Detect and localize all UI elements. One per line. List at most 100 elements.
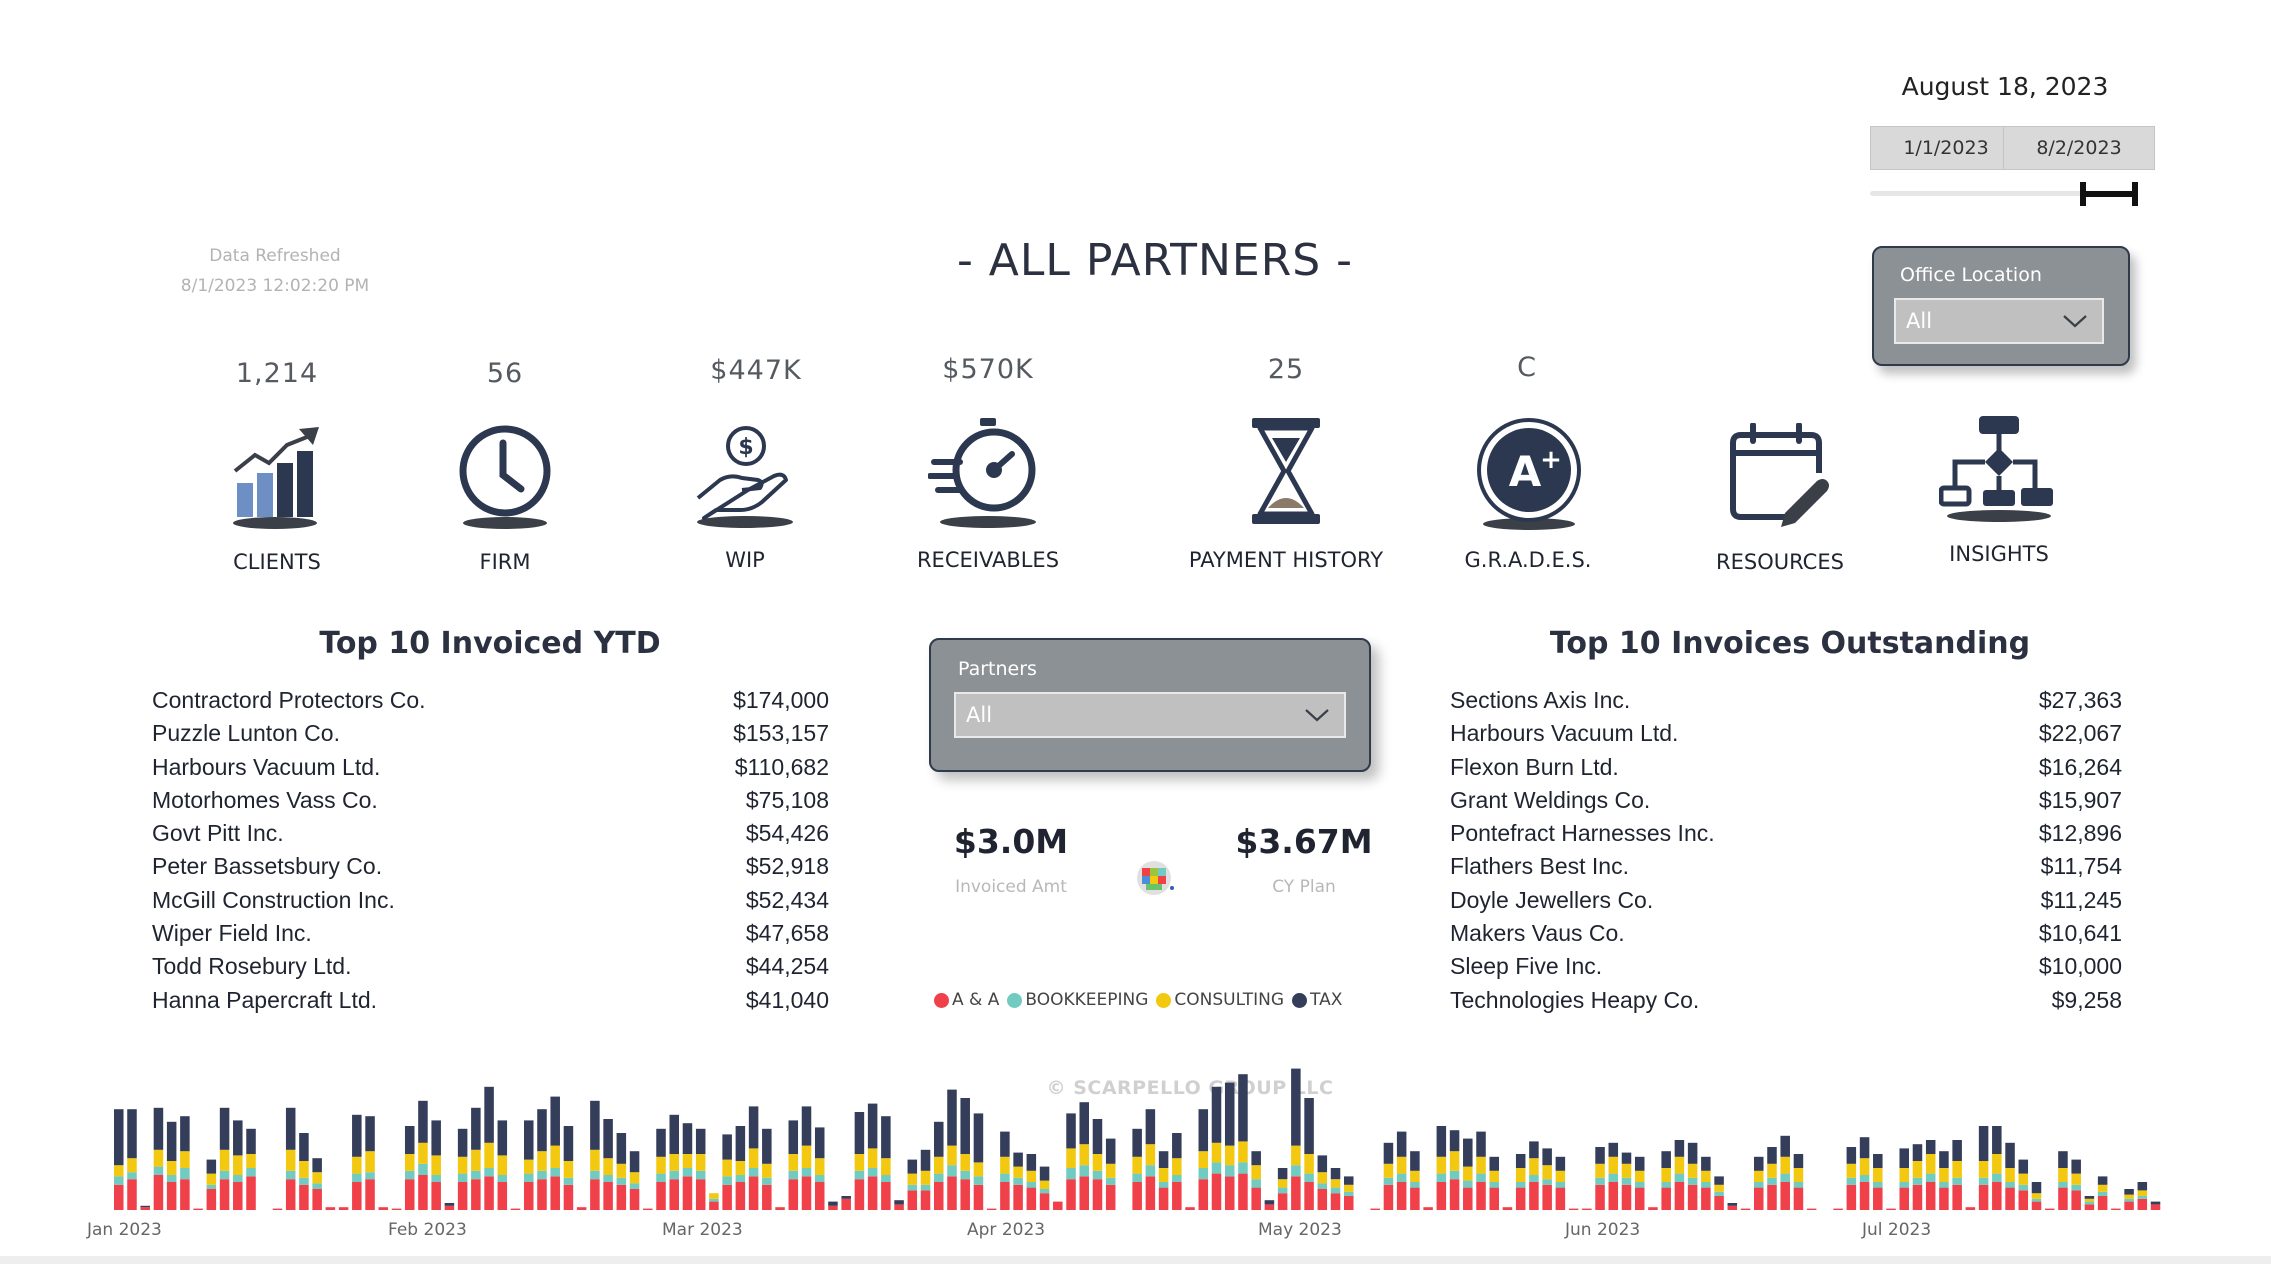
bar-segment[interactable] (1000, 1182, 1010, 1210)
bar-segment[interactable] (1211, 1086, 1222, 1143)
bar-segment[interactable] (1515, 1187, 1526, 1210)
nav-clients[interactable]: CLIENTS (162, 420, 392, 574)
bar-segment[interactable] (2084, 1196, 2095, 1199)
bar-segment[interactable] (1053, 1201, 1063, 1210)
bar-segment[interactable] (1899, 1182, 1909, 1188)
bar-segment[interactable] (1661, 1151, 1671, 1168)
bar-segment[interactable] (1383, 1177, 1394, 1185)
bar-segment[interactable] (1396, 1131, 1407, 1157)
bar-segment[interactable] (2005, 1142, 2015, 1168)
bar-segment[interactable] (1277, 1187, 1288, 1194)
bar-segment[interactable] (1410, 1182, 1420, 1188)
bar-segment[interactable] (1330, 1193, 1341, 1210)
bar-segment[interactable] (127, 1158, 137, 1173)
bar-segment[interactable] (153, 1175, 164, 1210)
bar-segment[interactable] (2058, 1182, 2068, 1188)
bar-segment[interactable] (1687, 1163, 1698, 1178)
bar-segment[interactable] (590, 1149, 600, 1171)
bar-segment[interactable] (299, 1133, 309, 1161)
bar-segment[interactable] (762, 1177, 772, 1185)
bar-segment[interactable] (934, 1156, 944, 1174)
bar-segment[interactable] (1330, 1179, 1341, 1188)
bar-segment[interactable] (497, 1182, 508, 1210)
bar-segment[interactable] (233, 1182, 243, 1210)
bar-segment[interactable] (1806, 1208, 1817, 1210)
bar-segment[interactable] (1396, 1173, 1407, 1182)
bar-segment[interactable] (418, 1175, 428, 1210)
bar-segment[interactable] (1661, 1187, 1671, 1210)
bar-segment[interactable] (114, 1165, 124, 1177)
bar-segment[interactable] (735, 1161, 746, 1175)
bar-segment[interactable] (788, 1179, 799, 1210)
bar-segment[interactable] (735, 1182, 746, 1210)
bar-segment[interactable] (2018, 1159, 2029, 1174)
bar-segment[interactable] (722, 1176, 732, 1185)
bar-segment[interactable] (709, 1201, 719, 1210)
bar-segment[interactable] (166, 1182, 177, 1210)
bar-segment[interactable] (1780, 1173, 1790, 1182)
bar-segment[interactable] (669, 1154, 679, 1171)
bar-segment[interactable] (1661, 1182, 1671, 1188)
bar-segment[interactable] (537, 1151, 547, 1171)
bar-segment[interactable] (1542, 1148, 1552, 1166)
bar-segment[interactable] (1595, 1147, 1605, 1164)
bar-segment[interactable] (1555, 1170, 1566, 1182)
bar-segment[interactable] (1000, 1131, 1010, 1157)
bar-segment[interactable] (1277, 1168, 1288, 1180)
bar-segment[interactable] (1542, 1184, 1552, 1210)
bar-segment[interactable] (2058, 1168, 2068, 1182)
bar-segment[interactable] (1079, 1102, 1089, 1145)
bar-segment[interactable] (431, 1155, 441, 1175)
bar-segment[interactable] (1344, 1184, 1354, 1192)
bar-segment[interactable] (1912, 1161, 1923, 1178)
bar-segment[interactable] (1476, 1156, 1486, 1174)
bar-segment[interactable] (1344, 1176, 1354, 1185)
bar-segment[interactable] (1912, 1144, 1923, 1161)
bar-segment[interactable] (444, 1203, 455, 1206)
bar-segment[interactable] (2097, 1176, 2108, 1185)
bar-segment[interactable] (1344, 1196, 1354, 1210)
bar-segment[interactable] (1727, 1203, 1738, 1206)
bar-segment[interactable] (629, 1189, 640, 1210)
bar-segment[interactable] (867, 1148, 878, 1168)
bar-segment[interactable] (1489, 1182, 1499, 1188)
bar-segment[interactable] (510, 1208, 521, 1210)
bar-segment[interactable] (1555, 1187, 1566, 1210)
bar-segment[interactable] (352, 1173, 362, 1182)
bar-segment[interactable] (1079, 1165, 1089, 1177)
bar-segment[interactable] (1026, 1154, 1037, 1171)
bar-segment[interactable] (1899, 1148, 1909, 1168)
bar-segment[interactable] (325, 1207, 336, 1210)
bar-segment[interactable] (1158, 1187, 1169, 1210)
bar-segment[interactable] (2150, 1204, 2161, 1210)
bar-segment[interactable] (1330, 1168, 1341, 1180)
bar-segment[interactable] (1701, 1182, 1711, 1188)
bar-segment[interactable] (1939, 1182, 1949, 1188)
bar-segment[interactable] (1582, 1208, 1592, 1210)
bar-segment[interactable] (616, 1133, 627, 1164)
bar-segment[interactable] (1013, 1152, 1023, 1167)
bar-segment[interactable] (1687, 1142, 1698, 1164)
bar-segment[interactable] (1291, 1176, 1301, 1210)
bar-segment[interactable] (920, 1149, 931, 1171)
bar-segment[interactable] (788, 1154, 799, 1171)
bar-segment[interactable] (114, 1109, 124, 1166)
bar-segment[interactable] (471, 1107, 481, 1150)
bar-segment[interactable] (1515, 1182, 1526, 1188)
bar-segment[interactable] (1066, 1179, 1076, 1210)
bar-segment[interactable] (1952, 1140, 1962, 1161)
bar-segment[interactable] (2031, 1201, 2042, 1210)
bar-segment[interactable] (1463, 1187, 1473, 1210)
bar-segment[interactable] (1833, 1208, 1843, 1210)
bar-segment[interactable] (233, 1175, 243, 1182)
bar-segment[interactable] (1132, 1156, 1142, 1174)
bar-segment[interactable] (1092, 1170, 1103, 1180)
bar-segment[interactable] (352, 1156, 362, 1174)
nav-resources[interactable]: RESOURCES (1665, 420, 1895, 574)
bar-segment[interactable] (246, 1168, 256, 1177)
bar-segment[interactable] (1754, 1156, 1764, 1171)
bar-segment[interactable] (788, 1170, 799, 1180)
bar-segment[interactable] (1449, 1130, 1460, 1152)
bar-segment[interactable] (1992, 1173, 2002, 1182)
bar-segment[interactable] (1793, 1154, 1804, 1168)
